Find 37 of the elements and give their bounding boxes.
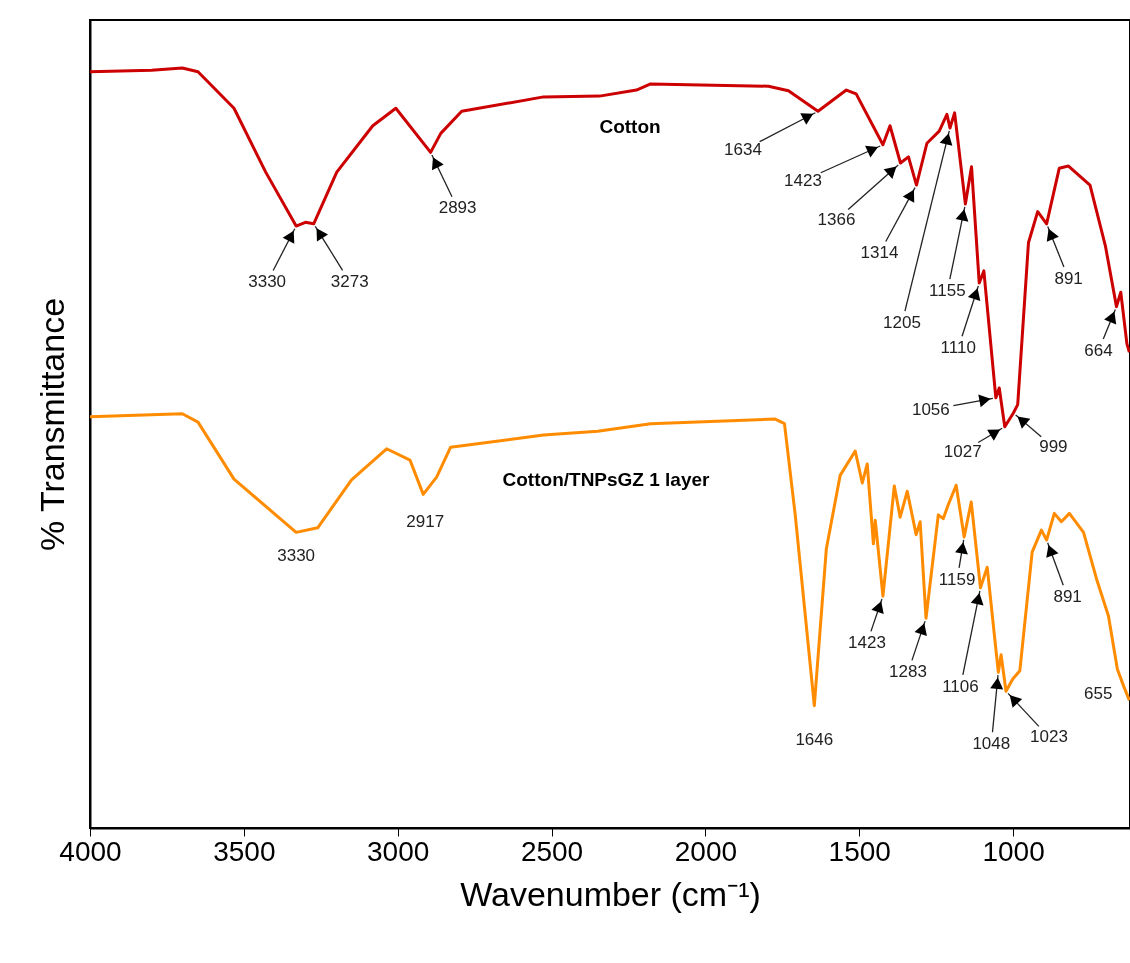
annotation: 1023 [1030,727,1068,747]
x-tick-label: 1000 [982,835,1045,867]
x-tick-label: 1500 [828,835,891,867]
annotation: 1423 [848,633,886,653]
annotation: 1027 [943,441,982,461]
annotation: 1110 [940,338,976,358]
annotation: 1283 [889,662,927,682]
x-tick-label: 2500 [520,835,584,867]
annotation: 3273 [330,271,369,291]
annotation: 1155 [929,281,966,301]
annotation: 1159 [938,569,976,589]
annotation: 999 [1039,437,1068,457]
annotation: 2917 [406,512,445,532]
x-tick-label: 2000 [674,835,738,867]
annotation: 891 [1054,268,1083,288]
annotation: 664 [1084,340,1113,360]
annotation: 1634 [724,140,762,160]
annotation: 1366 [817,210,856,229]
annotation: 1205 [883,313,921,333]
annotation: 1314 [860,243,899,263]
annotation: 3330 [248,272,287,292]
series-label: Cotton/TNPsGZ 1 layer [502,469,711,490]
annotation: 1646 [795,729,834,749]
annotation: 1423 [784,170,822,190]
annotation: 891 [1053,586,1082,606]
x-tick-label: 3000 [367,835,430,867]
annotation: 1056 [911,399,950,419]
annotation: 1106 [942,676,979,696]
series-label: Cotton [599,116,661,137]
x-tick-label: 3500 [213,835,276,867]
x-tick-label: 4000 [59,835,122,867]
y-axis-title: % Transmittance [32,297,71,552]
x-axis-title: Wavenumber (cm⁻¹) [460,874,761,913]
annotation: 2893 [438,198,477,218]
annotation: 3330 [277,546,316,566]
annotation: 655 [1084,683,1113,703]
annotation: 1048 [972,734,1011,754]
